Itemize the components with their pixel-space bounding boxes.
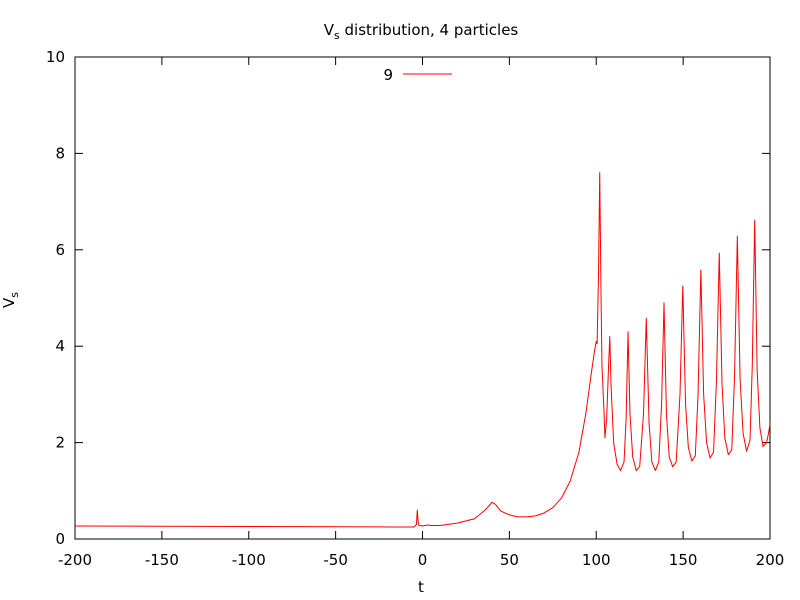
- y-tick-label: 0: [55, 530, 65, 548]
- x-tick-label: -100: [232, 551, 266, 569]
- y-tick-label: 6: [55, 241, 65, 259]
- y-tick-label: 4: [55, 337, 65, 355]
- x-tick-label: -200: [58, 551, 92, 569]
- legend-label: 9: [383, 66, 393, 84]
- x-axis: -200 -150 -100 -50 0 50 100 150 200: [58, 57, 784, 569]
- legend: 9: [383, 66, 452, 84]
- chart-title-rest: distribution, 4 particles: [340, 21, 519, 39]
- plot-frame: [74, 56, 771, 540]
- series-line-9: [74, 172, 771, 528]
- x-tick-label: 100: [582, 551, 611, 569]
- y-axis-label: Vs: [0, 292, 21, 308]
- y-tick-label: 10: [46, 48, 65, 66]
- x-tick-label: 200: [756, 551, 785, 569]
- x-tick-label: 150: [669, 551, 698, 569]
- y-axis: 0 2 4 6 8 10: [46, 48, 770, 548]
- y-axis-label-main: V: [0, 297, 18, 308]
- x-tick-label: -50: [323, 551, 348, 569]
- series-layer: [74, 172, 771, 528]
- x-axis-label: t: [418, 578, 424, 596]
- x-tick-label: -150: [145, 551, 179, 569]
- x-tick-label: 0: [418, 551, 428, 569]
- y-axis-label-subscript: s: [8, 292, 21, 298]
- x-tick-label: 50: [500, 551, 519, 569]
- y-tick-label: 8: [55, 144, 65, 162]
- chart-title-main: V: [324, 21, 335, 39]
- chart-title: Vs distribution, 4 particles: [324, 21, 519, 42]
- chart-title-subscript: s: [334, 29, 340, 42]
- y-tick-label: 2: [55, 434, 65, 452]
